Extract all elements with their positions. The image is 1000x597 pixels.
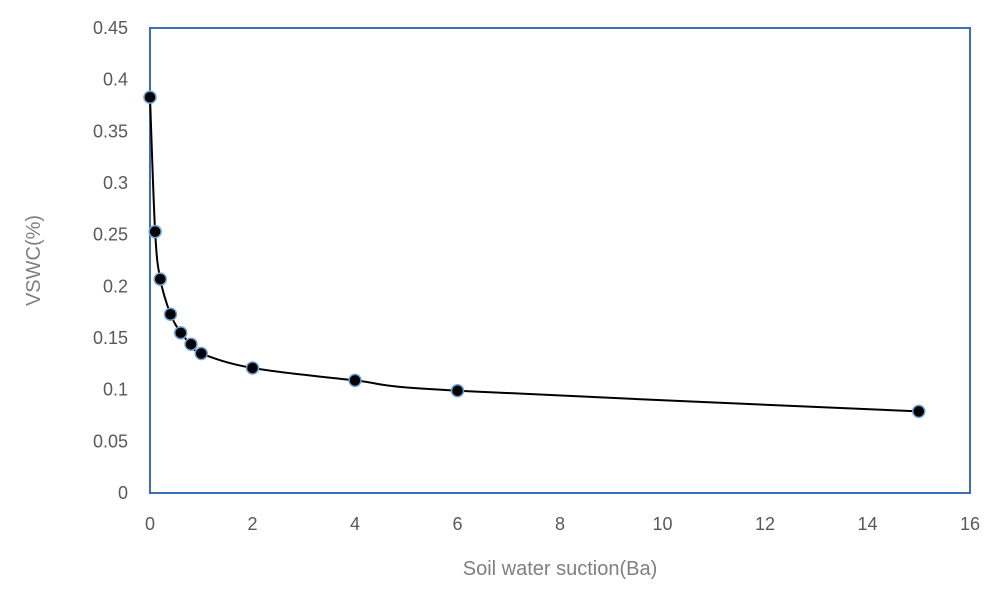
x-tick-label: 12 bbox=[755, 514, 775, 534]
plot-area-frame bbox=[149, 27, 971, 494]
x-tick-label: 8 bbox=[555, 514, 565, 534]
data-point bbox=[184, 337, 198, 351]
y-axis-title: VSWC(%) bbox=[23, 215, 45, 306]
y-tick-label: 0.15 bbox=[93, 328, 128, 348]
x-tick-label: 6 bbox=[452, 514, 462, 534]
data-point bbox=[245, 361, 260, 375]
data-point bbox=[194, 346, 208, 361]
y-tick-label: 0.2 bbox=[103, 276, 128, 296]
x-tick-label: 16 bbox=[960, 514, 980, 534]
data-point bbox=[174, 326, 188, 340]
data-point bbox=[348, 373, 362, 388]
y-tick-label: 0.4 bbox=[103, 70, 128, 90]
x-tick-label: 14 bbox=[857, 514, 877, 534]
data-point bbox=[143, 90, 157, 104]
data-point bbox=[148, 224, 162, 239]
series-curve bbox=[149, 97, 919, 413]
x-axis-ticks: 0 2 4 6 8 10 12 14 16 bbox=[145, 514, 980, 534]
x-tick-label: 0 bbox=[145, 514, 155, 534]
x-axis-title: Soil water suction(Ba) bbox=[463, 558, 658, 580]
data-point bbox=[153, 272, 167, 286]
data-points bbox=[143, 90, 926, 419]
data-point bbox=[912, 404, 926, 419]
y-tick-label: 0.35 bbox=[93, 121, 128, 141]
x-tick-label: 4 bbox=[350, 514, 360, 534]
data-point bbox=[450, 383, 465, 398]
data-point bbox=[163, 307, 178, 321]
y-tick-label: 0 bbox=[118, 483, 128, 503]
y-tick-label: 0.05 bbox=[93, 431, 128, 451]
x-tick-label: 2 bbox=[247, 514, 257, 534]
y-axis-ticks: 0 0.05 0.1 0.15 0.2 0.25 0.3 0.35 0.4 0.45 bbox=[93, 18, 128, 503]
x-tick-label: 10 bbox=[652, 514, 672, 534]
y-tick-label: 0.3 bbox=[103, 173, 128, 193]
y-tick-label: 0.45 bbox=[93, 18, 128, 38]
y-tick-label: 0.1 bbox=[103, 380, 128, 400]
y-tick-label: 0.25 bbox=[93, 225, 128, 245]
